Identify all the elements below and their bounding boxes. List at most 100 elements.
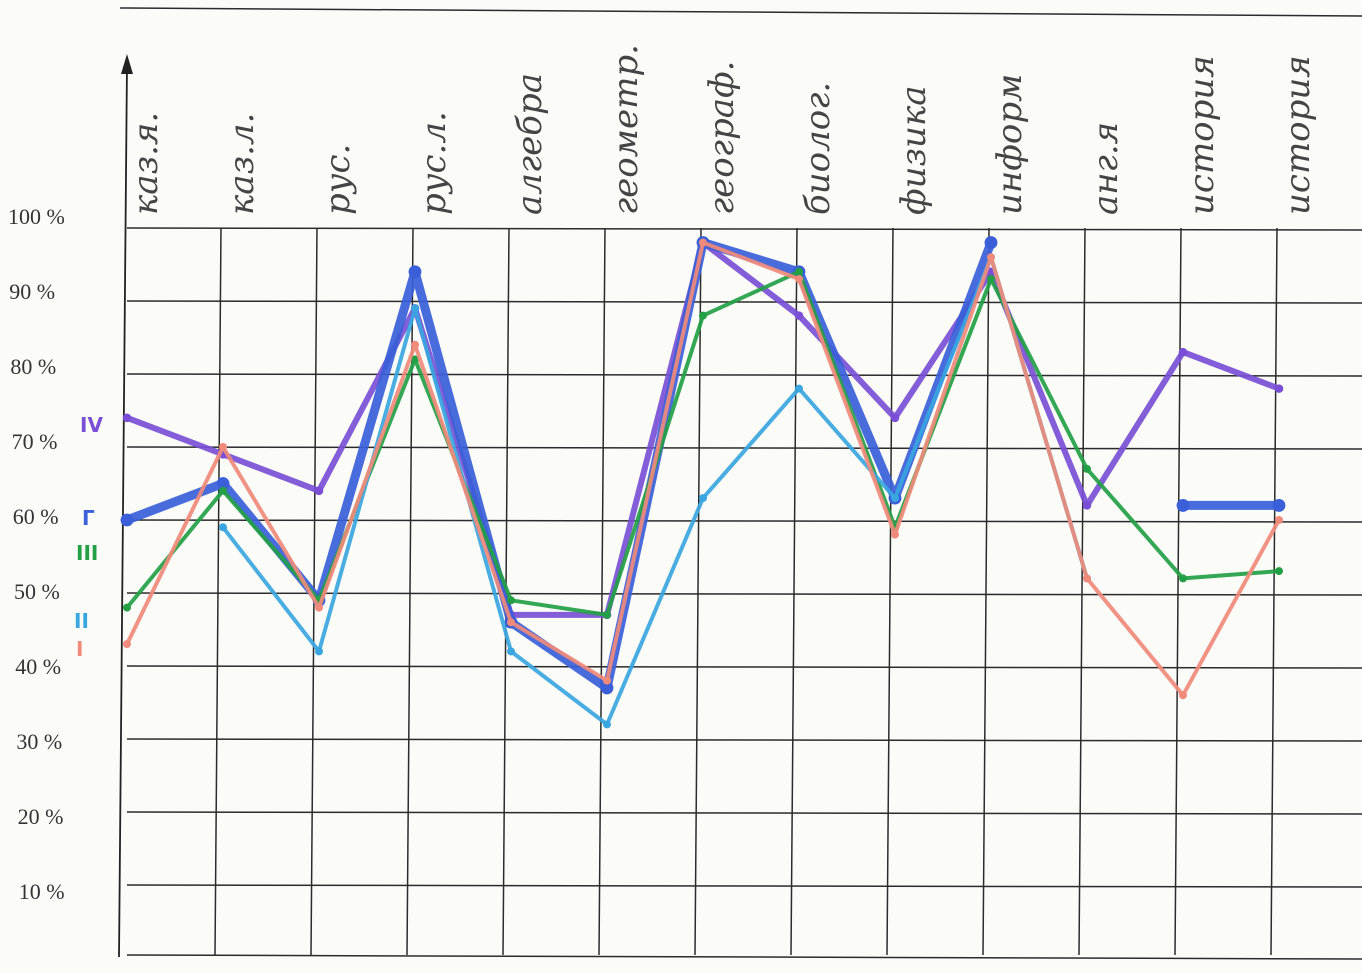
data-point [1275, 567, 1283, 576]
y-tick-label: 50 % [14, 579, 60, 604]
v-grid-line [1078, 227, 1086, 956]
data-point [507, 596, 515, 605]
data-point [315, 647, 323, 656]
data-point [603, 720, 611, 729]
data-point [216, 477, 230, 490]
legend-entry: IV [80, 413, 103, 437]
y-tick-labels: 100 % 90 % 80 % 70 % 60 % 50 % 40 % 30 % 20 % 10 … [8, 204, 65, 904]
data-point [408, 265, 422, 279]
x-tick-label: геометр. [606, 44, 646, 215]
data-point [795, 384, 803, 393]
h-grid-line [126, 665, 1362, 669]
data-point [411, 304, 419, 313]
data-point [123, 603, 131, 612]
y-tick-label: 90 % [9, 279, 55, 304]
x-tick-label: биолог. [798, 82, 838, 215]
v-grid-line [598, 227, 606, 956]
data-point [1274, 384, 1284, 393]
legend-entry: I [76, 637, 83, 661]
h-grid-line [126, 811, 1362, 815]
series-line [123, 267, 1283, 619]
x-tick-labels: каз.я. каз.л. рус. рус.л. алгебра геометр. гео… [126, 44, 1318, 215]
y-tick-label: 60 % [13, 504, 59, 529]
x-tick-label: рус. [318, 144, 358, 215]
data-point [891, 530, 899, 539]
data-point [219, 486, 227, 495]
data-point [699, 311, 707, 320]
h-grid-line [126, 227, 1362, 231]
data-point [219, 523, 227, 532]
x-tick-label: физика [894, 85, 934, 215]
data-point [123, 640, 131, 649]
series-path [122, 238, 996, 693]
data-point [122, 413, 132, 423]
v-grid-line [1174, 227, 1182, 956]
x-tick-label: каз.л. [222, 113, 262, 215]
data-point [1176, 498, 1190, 512]
data-point [507, 647, 515, 656]
v-grid-line [982, 227, 990, 956]
h-grid-line [126, 738, 1362, 742]
y-tick-label: 10 % [19, 879, 65, 904]
x-tick-label: географ. [702, 61, 742, 215]
h-grid-line [126, 592, 1362, 596]
data-point [1083, 464, 1091, 473]
h-grid-line [126, 954, 1362, 960]
data-point [795, 267, 803, 276]
data-point [1082, 501, 1092, 510]
data-point [411, 340, 419, 349]
series-path [125, 269, 1281, 617]
data-point [600, 681, 614, 695]
v-grid-line [214, 227, 222, 956]
legend-entry: II [74, 609, 89, 633]
data-point [314, 486, 324, 496]
data-point [411, 355, 419, 364]
y-axis [118, 63, 128, 958]
v-grid-line [886, 227, 894, 956]
top-border-line [119, 7, 1362, 17]
data-point [1272, 498, 1286, 512]
data-point [219, 443, 227, 451]
axes [118, 54, 133, 958]
legend-entry: III [76, 541, 98, 565]
data-point [891, 494, 899, 503]
series-lines [120, 236, 1286, 729]
legend-entry: Г [82, 506, 95, 530]
x-tick-label: анг.я [1086, 122, 1126, 215]
v-grid-line [790, 227, 798, 956]
data-point [699, 238, 707, 247]
h-grid-line [126, 373, 1362, 377]
y-tick-label: 30 % [16, 729, 62, 754]
x-tick-label: история [1278, 55, 1318, 215]
data-point [315, 603, 323, 612]
h-grid-line [126, 884, 1362, 888]
data-point [984, 236, 998, 250]
y-tick-label: 100 % [8, 204, 65, 229]
data-point [1179, 691, 1187, 700]
v-grid-line [1270, 227, 1278, 956]
y-tick-label: 20 % [18, 804, 64, 829]
data-point [890, 413, 900, 423]
data-point [1178, 347, 1188, 357]
data-point [507, 618, 515, 627]
data-point [1275, 516, 1283, 524]
x-tick-label: рус.л. [414, 111, 454, 215]
data-point [603, 676, 611, 685]
data-point [699, 494, 707, 503]
series-line [123, 238, 1283, 700]
series-path [124, 239, 1282, 618]
x-tick-label: информ [990, 74, 1030, 215]
x-tick-label: алгебра [510, 73, 550, 215]
data-point [987, 275, 995, 284]
data-point [794, 311, 804, 320]
data-point [795, 275, 803, 284]
x-tick-label: каз.я. [126, 112, 166, 215]
y-axis-arrow [121, 54, 133, 74]
series-line [122, 238, 1284, 620]
data-point [603, 610, 611, 619]
y-tick-label: 40 % [15, 654, 61, 679]
h-grid-line [126, 519, 1362, 523]
x-tick-label: история [1182, 55, 1222, 215]
